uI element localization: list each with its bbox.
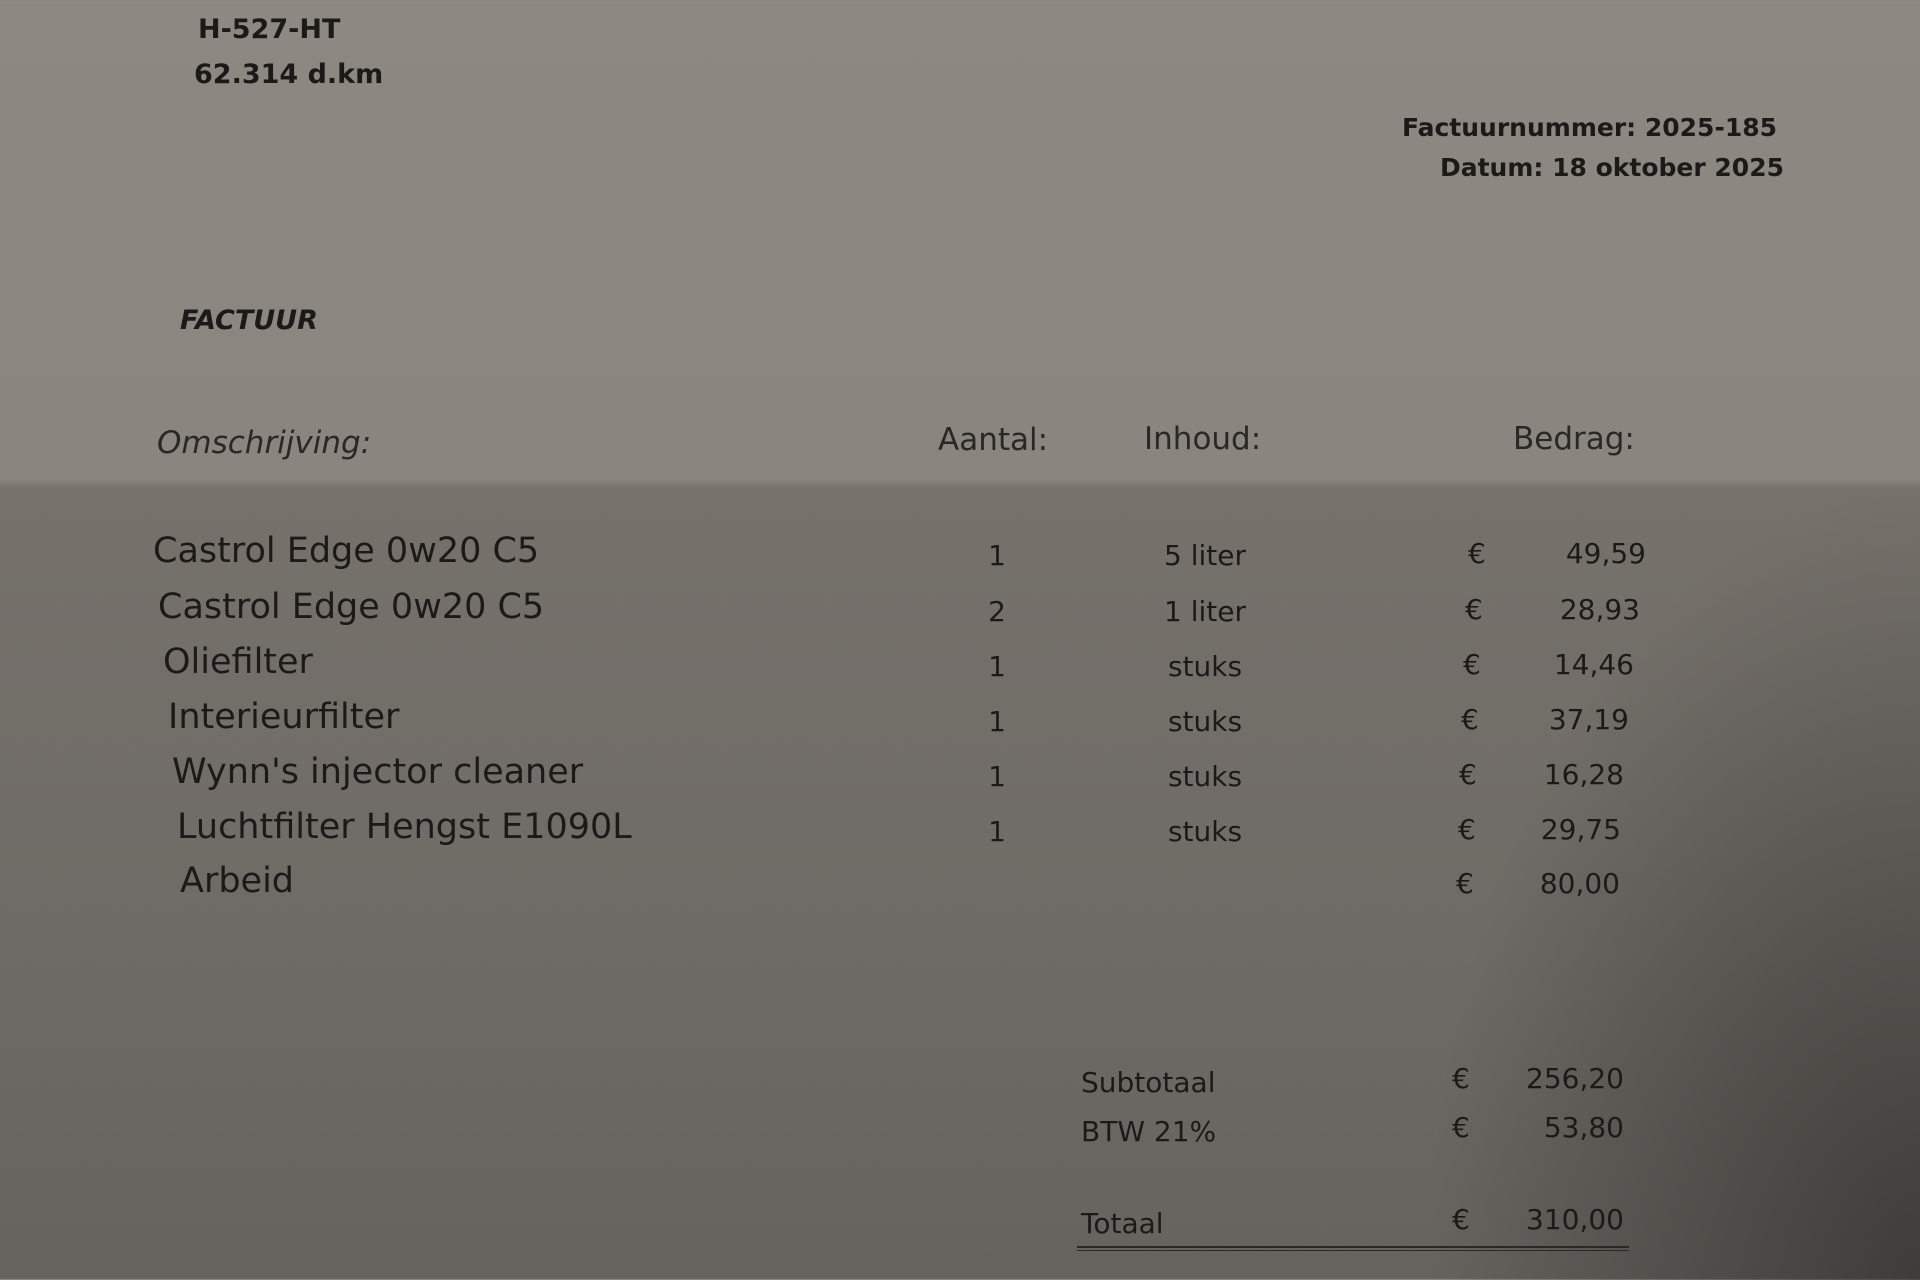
total-amount: 310,00 bbox=[1526, 1203, 1624, 1236]
item-content: 1 liter bbox=[1164, 595, 1246, 628]
header-content: Inhoud: bbox=[1144, 421, 1262, 457]
item-content: stuks bbox=[1167, 650, 1243, 683]
item-quantity: 1 bbox=[988, 539, 1006, 572]
item-amount: 80,00 bbox=[1539, 867, 1620, 900]
header-quantity: Aantal: bbox=[938, 422, 1049, 458]
header-description: Omschrijving: bbox=[157, 425, 372, 461]
item-amount: 28,93 bbox=[1559, 593, 1640, 626]
subtotal-label: Subtotaal bbox=[1081, 1066, 1216, 1099]
document-title: FACTUUR bbox=[180, 305, 318, 336]
item-currency: € bbox=[1468, 537, 1486, 570]
item-description: Wynn's injector cleaner bbox=[172, 752, 584, 792]
item-currency: € bbox=[1461, 703, 1479, 736]
mileage: 62.314 d.km bbox=[194, 59, 384, 90]
total-label: Totaal bbox=[1081, 1207, 1164, 1240]
vat-currency: € bbox=[1452, 1111, 1470, 1144]
header-amount: Bedrag: bbox=[1513, 421, 1635, 457]
item-description: Interieurfilter bbox=[168, 697, 400, 737]
item-description: Castrol Edge 0w20 C5 bbox=[158, 587, 545, 627]
total-currency: € bbox=[1452, 1203, 1470, 1236]
item-content: stuks bbox=[1167, 815, 1243, 848]
item-currency: € bbox=[1456, 867, 1474, 900]
item-description: Arbeid bbox=[180, 861, 295, 901]
vat-amount: 53,80 bbox=[1543, 1111, 1624, 1144]
item-quantity: 1 bbox=[988, 650, 1006, 683]
item-quantity: 1 bbox=[988, 705, 1006, 738]
item-currency: € bbox=[1463, 648, 1481, 681]
invoice-date: Datum: 18 oktober 2025 bbox=[1439, 153, 1784, 182]
item-content: 5 liter bbox=[1164, 539, 1246, 572]
total-underline bbox=[1077, 1246, 1629, 1251]
item-amount: 29,75 bbox=[1540, 813, 1621, 846]
item-amount: 14,46 bbox=[1553, 648, 1634, 681]
item-currency: € bbox=[1458, 813, 1476, 846]
item-description: Castrol Edge 0w20 C5 bbox=[153, 531, 540, 571]
item-content: stuks bbox=[1167, 760, 1243, 793]
item-content: stuks bbox=[1167, 705, 1243, 738]
license-plate: H-527-HT bbox=[198, 14, 341, 45]
item-amount: 37,19 bbox=[1548, 703, 1629, 736]
item-amount: 49,59 bbox=[1565, 537, 1646, 570]
item-quantity: 2 bbox=[988, 595, 1006, 628]
item-description: Oliefilter bbox=[163, 642, 313, 682]
item-quantity: 1 bbox=[988, 760, 1006, 793]
subtotal-currency: € bbox=[1452, 1062, 1470, 1095]
vat-label: BTW 21% bbox=[1081, 1115, 1217, 1148]
invoice-number: Factuurnummer: 2025-185 bbox=[1402, 113, 1777, 142]
item-currency: € bbox=[1459, 758, 1477, 791]
shadow bbox=[1420, 480, 1920, 1280]
subtotal-amount: 256,20 bbox=[1526, 1062, 1624, 1095]
item-currency: € bbox=[1465, 593, 1483, 626]
item-description: Luchtfilter Hengst E1090L bbox=[177, 807, 632, 847]
item-quantity: 1 bbox=[988, 815, 1006, 848]
item-amount: 16,28 bbox=[1543, 758, 1624, 791]
